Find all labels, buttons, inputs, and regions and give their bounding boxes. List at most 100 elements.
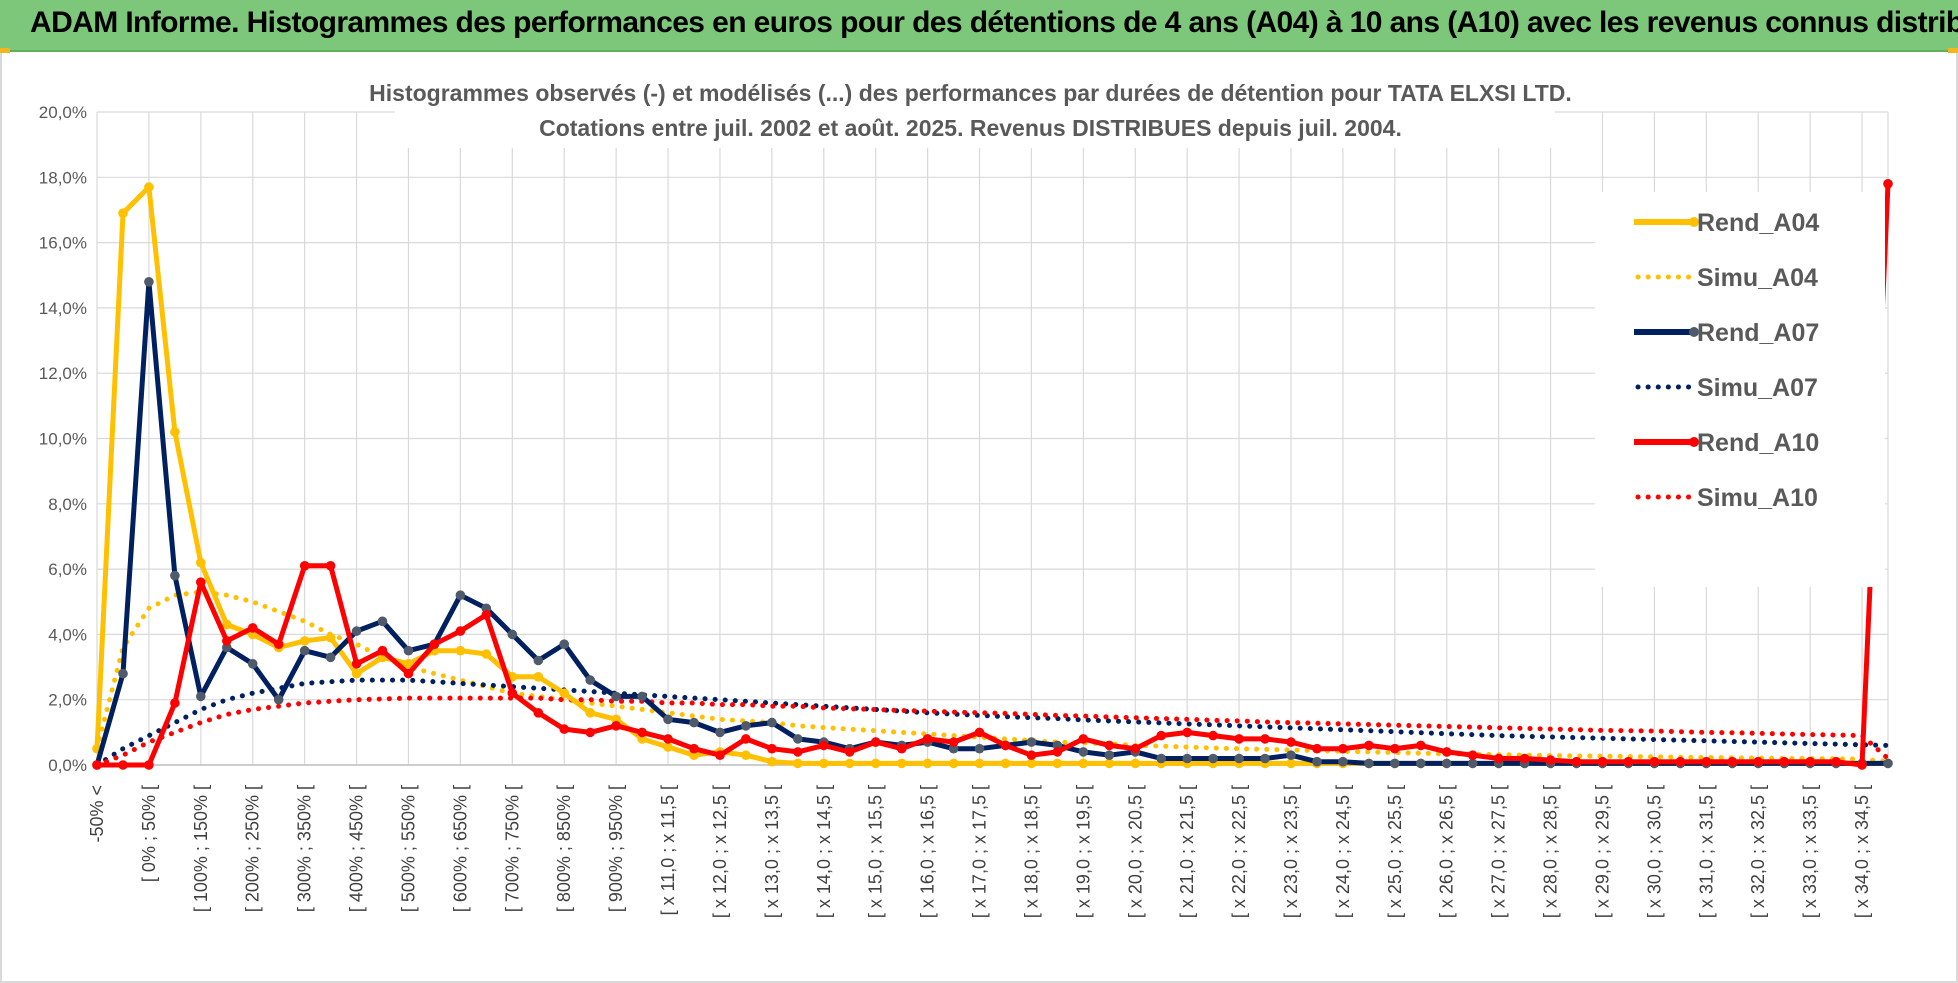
data-point [533, 672, 544, 682]
data-point [1312, 743, 1322, 754]
data-point [1467, 758, 1478, 769]
data-point [1753, 756, 1763, 767]
data-point [273, 694, 284, 705]
x-tick-label: [ x 17,0 ; x 17,5 [ [970, 785, 990, 918]
data-point [1052, 747, 1063, 757]
legend-background [1595, 192, 1885, 587]
data-point [948, 737, 959, 747]
data-point [1208, 730, 1218, 741]
data-point [1052, 758, 1063, 769]
data-point [299, 561, 310, 571]
x-tick-label: [ x 14,0 ; x 14,5 [ [814, 785, 834, 918]
legend-item-Simu_A07: Simu_A07 [1635, 374, 1818, 402]
series-line [97, 183, 1891, 768]
y-tick-label: 20,0% [39, 103, 87, 122]
data-point [1338, 743, 1348, 754]
data-point [1104, 750, 1115, 760]
data-point [351, 659, 362, 669]
data-point [637, 727, 647, 738]
x-tick-label: [ x 21,0 ; x 21,5 [ [1177, 785, 1197, 918]
data-point [819, 758, 829, 769]
data-point [870, 758, 881, 769]
x-tick-label: [ x 34,0 ; x 34,5 [ [1852, 785, 1872, 918]
data-point [767, 717, 777, 728]
chart-title-line-1: Histogrammes observés (-) et modélisés (… [369, 80, 1572, 106]
data-point [1182, 753, 1192, 764]
x-tick-label: [ 400% ; 450% [ [347, 785, 367, 912]
data-point [1416, 758, 1426, 769]
data-point [1078, 734, 1089, 744]
data-point [663, 714, 673, 725]
data-point [403, 645, 414, 656]
legend-label: Rend_A04 [1697, 209, 1819, 237]
data-point [1286, 737, 1296, 747]
data-point [559, 688, 569, 698]
x-tick-label: [ 100% ; 150% [ [191, 785, 211, 912]
legend-label: Simu_A07 [1697, 374, 1818, 402]
x-tick-label: [ x 27,0 ; x 27,5 [ [1489, 785, 1509, 918]
data-point [1467, 750, 1478, 760]
data-point [144, 277, 154, 287]
x-tick-label: [ x 16,0 ; x 16,5 [ [918, 785, 938, 918]
data-point [1234, 753, 1244, 764]
data-point [170, 570, 180, 581]
data-point [1312, 756, 1322, 767]
x-tick-label: [ x 28,0 ; x 28,5 [ [1541, 785, 1561, 918]
data-point [948, 758, 959, 769]
data-point [1857, 760, 1867, 770]
legend-label: Rend_A07 [1697, 319, 1819, 347]
data-point [144, 760, 154, 770]
data-point [559, 639, 569, 649]
series-Simu_A10 [94, 695, 1891, 768]
legend-marker [1689, 217, 1699, 227]
data-point [585, 675, 595, 685]
data-point [1078, 747, 1089, 757]
data-point [1597, 756, 1608, 767]
data-point [974, 758, 985, 769]
data-point [741, 734, 751, 744]
x-tick-label: [ 500% ; 550% [ [398, 785, 418, 912]
data-point [663, 734, 673, 744]
data-point [1026, 750, 1037, 760]
data-point [1416, 740, 1426, 751]
legend-item-Rend_A07: Rend_A07 [1634, 319, 1819, 347]
legend-item-Simu_A04: Simu_A04 [1635, 264, 1818, 292]
data-point [1182, 727, 1192, 738]
data-point [1545, 755, 1556, 765]
data-point [689, 717, 699, 728]
data-point [403, 668, 414, 679]
data-point [741, 750, 751, 760]
data-point [1104, 740, 1115, 751]
data-point [922, 758, 933, 769]
data-point [1234, 734, 1244, 744]
legend-item-Rend_A10: Rend_A10 [1634, 429, 1819, 457]
data-point [507, 629, 518, 640]
x-tick-label: [ x 29,0 ; x 29,5 [ [1592, 785, 1612, 918]
data-point [1623, 756, 1634, 767]
x-tick-label: [ x 23,0 ; x 23,5 [ [1281, 785, 1301, 918]
data-point [922, 734, 933, 744]
data-point [1441, 747, 1452, 757]
data-point [377, 645, 388, 656]
data-point [767, 743, 777, 754]
data-point [1000, 758, 1011, 769]
data-point [455, 590, 466, 600]
data-point [1364, 758, 1374, 769]
data-point [1260, 753, 1270, 764]
x-tick-label: [ 300% ; 350% [ [295, 785, 315, 912]
data-point [481, 610, 492, 620]
data-point [222, 642, 232, 653]
legend-marker [1689, 327, 1699, 337]
report-banner: ADAM Informe. Histogrammes des performan… [0, 0, 1958, 52]
data-point [1078, 758, 1089, 769]
data-point [1649, 756, 1660, 767]
data-point [793, 747, 803, 757]
data-point [1364, 740, 1374, 751]
data-point [1286, 750, 1296, 760]
data-point [351, 626, 362, 636]
histogram-chart: 0,0% 2,0% 4,0% 6,0% 8,0% 10,0% 12,0% 14,0% 16,0%… [39, 72, 1893, 918]
corner-mark-right [1948, 48, 1958, 53]
x-tick-label: [ x 26,0 ; x 26,5 [ [1437, 785, 1457, 918]
y-tick-label: 0,0% [48, 756, 87, 775]
data-point [663, 742, 673, 752]
